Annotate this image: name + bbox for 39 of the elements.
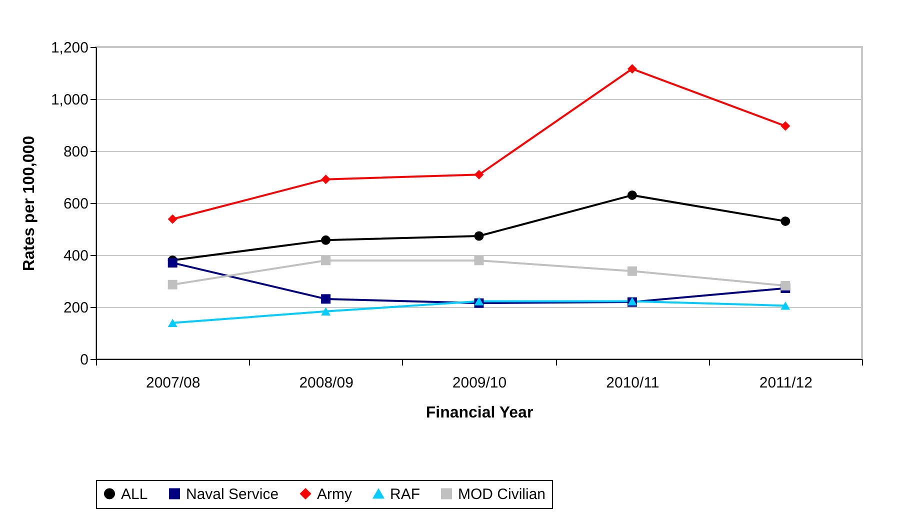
- x-tick-label: 2011/12: [759, 374, 812, 392]
- point: [168, 214, 178, 224]
- point: [474, 231, 484, 241]
- point: [321, 294, 331, 304]
- point: [168, 318, 178, 327]
- point: [627, 266, 637, 276]
- point: [780, 121, 790, 131]
- x-tick-label: 2009/10: [452, 374, 507, 392]
- x-tick-label: 2008/09: [299, 374, 354, 392]
- y-tick-label: 600: [63, 196, 88, 212]
- point: [780, 216, 790, 226]
- x-tick-label: 2007/08: [146, 374, 200, 392]
- point: [474, 297, 484, 306]
- point: [627, 190, 637, 200]
- legend-label: Naval Service: [186, 486, 279, 503]
- legend-label: Army: [317, 486, 352, 503]
- point: [321, 235, 331, 245]
- y-tick-label: 800: [63, 144, 88, 160]
- point: [474, 170, 484, 180]
- point: [168, 258, 178, 268]
- point: [780, 280, 790, 290]
- point: [474, 256, 484, 266]
- x-axis-title: Financial Year: [426, 404, 534, 422]
- y-tick-label: 1,000: [50, 92, 88, 108]
- point: [321, 307, 331, 316]
- y-tick-label: 400: [63, 248, 88, 264]
- point: [321, 174, 331, 184]
- y-tick-label: 0: [80, 352, 88, 368]
- y-axis-title: Rates per 100,000: [20, 136, 38, 272]
- point: [321, 256, 331, 266]
- point: [168, 280, 178, 290]
- y-tick-label: 200: [63, 300, 88, 316]
- point: [627, 64, 637, 74]
- x-tick-label: 2010/11: [606, 374, 660, 392]
- point: [780, 302, 790, 310]
- y-tick-label: 1,200: [50, 40, 88, 56]
- legend-label: RAF: [390, 486, 420, 503]
- legend-label: ALL: [121, 486, 148, 503]
- legend-label: MOD Civilian: [458, 486, 546, 503]
